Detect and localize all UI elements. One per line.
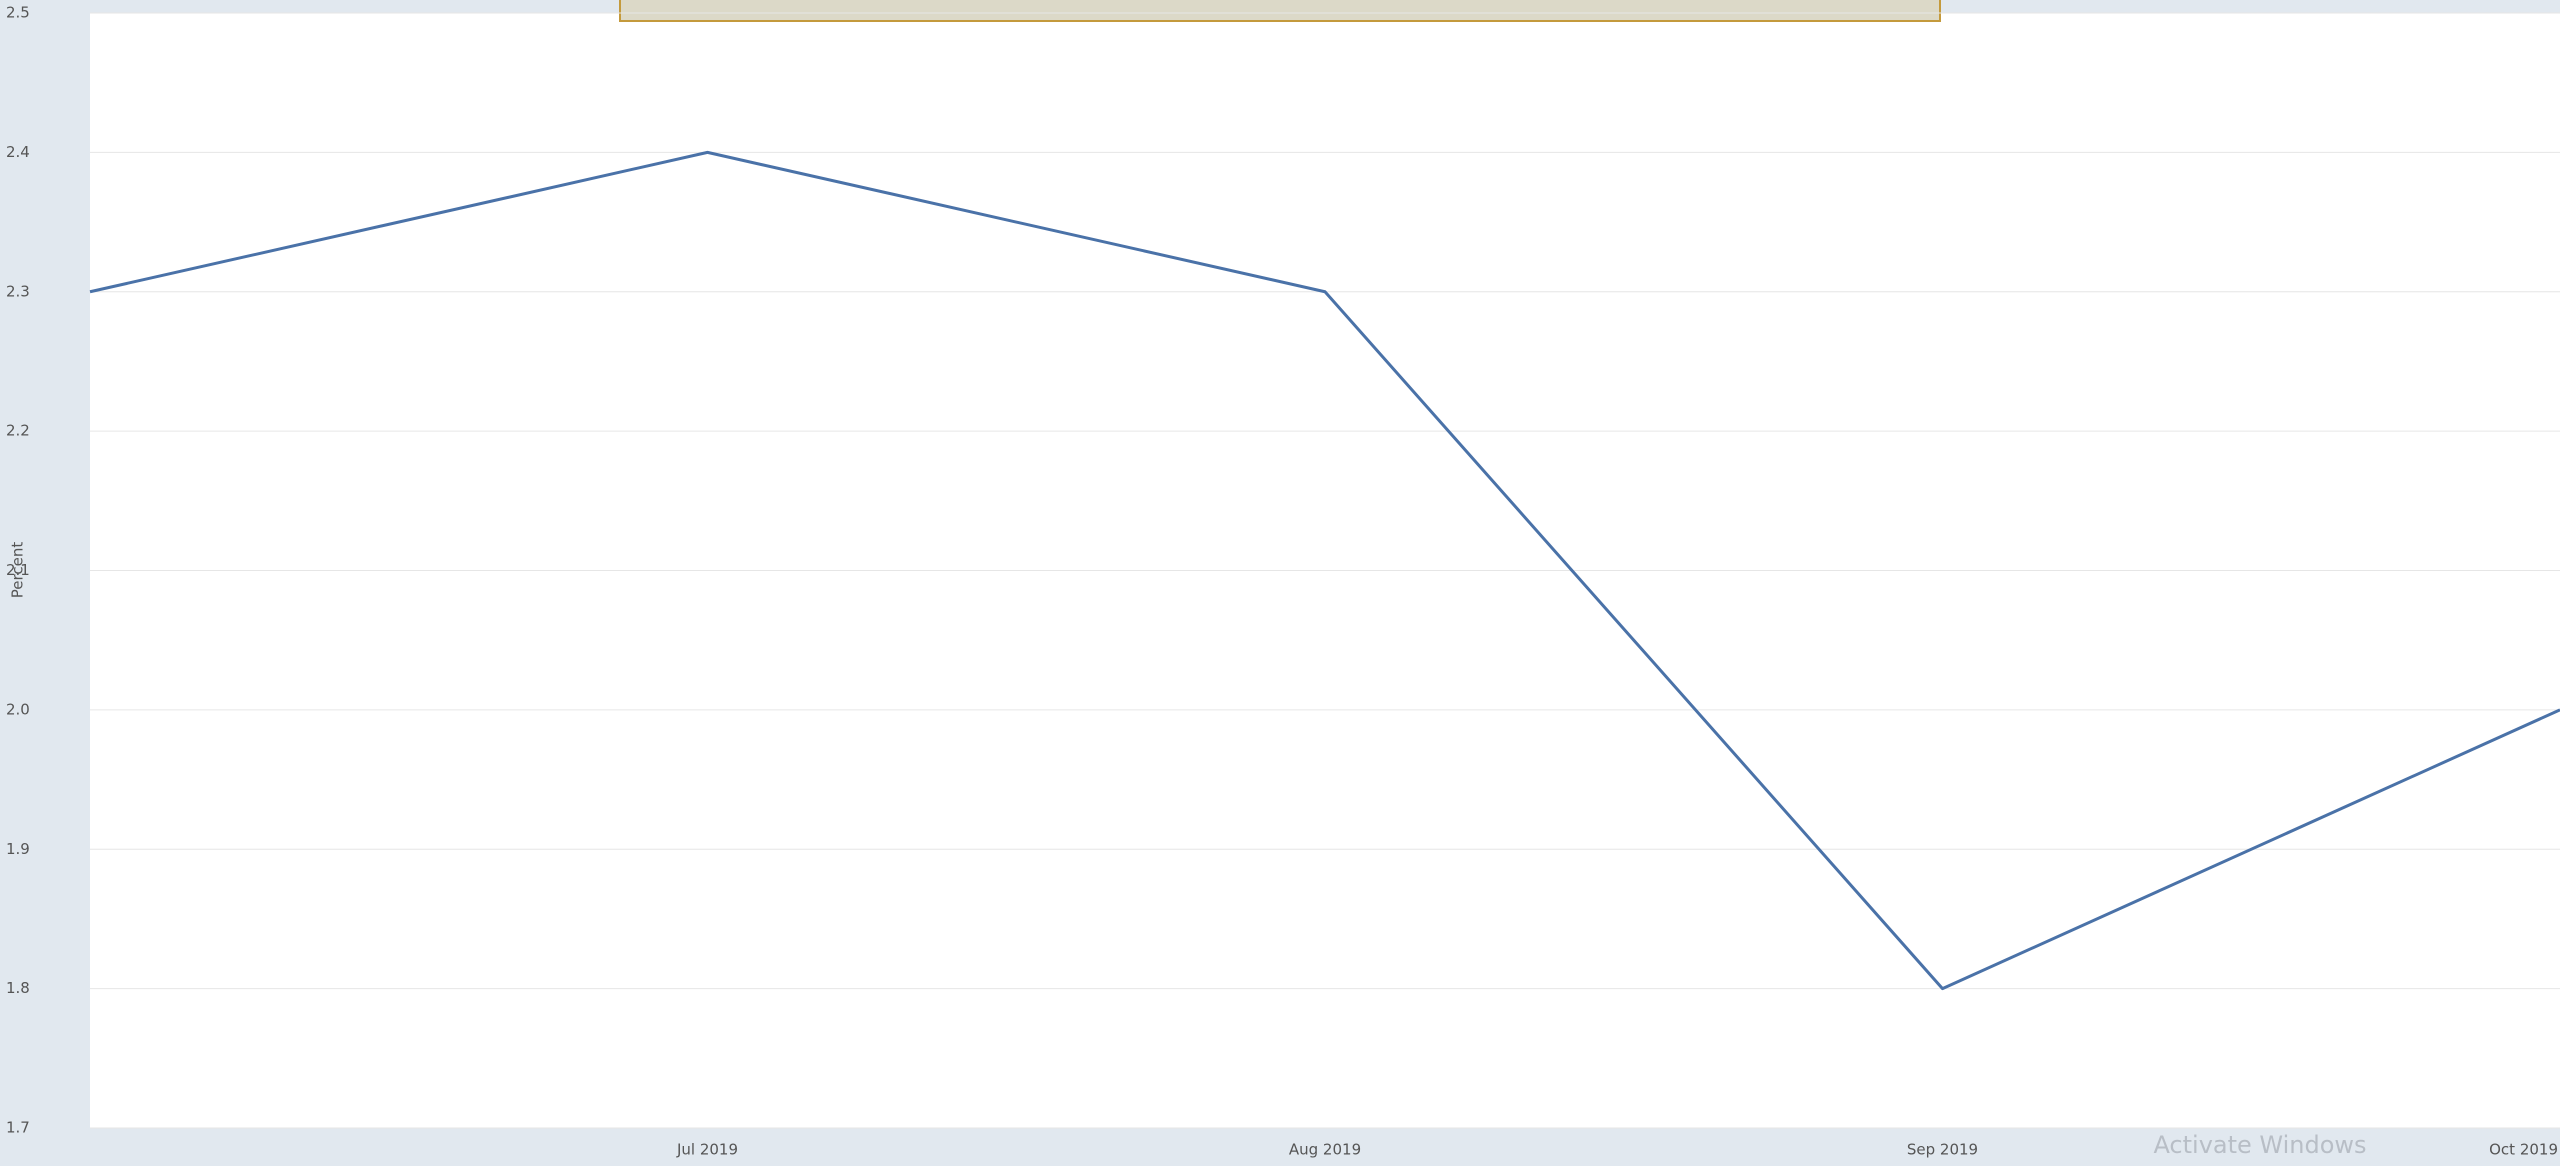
y-tick-label: 1.8	[6, 979, 30, 997]
x-tick-label: Sep 2019	[1907, 1141, 1978, 1159]
y-tick-label: 2.1	[6, 561, 30, 579]
y-tick-label: 1.9	[6, 840, 30, 858]
y-tick-label: 2.0	[6, 700, 30, 718]
y-tick-label: 2.5	[6, 4, 30, 22]
x-tick-label: Oct 2019	[2489, 1141, 2558, 1159]
watermark: Activate Windows	[2153, 1131, 2366, 1159]
y-axis-label: Percent	[9, 542, 27, 599]
y-tick-label: 2.3	[6, 282, 30, 300]
banner	[619, 0, 1941, 22]
x-tick-label: Aug 2019	[1289, 1141, 1361, 1159]
y-tick-label: 2.4	[6, 143, 30, 161]
y-tick-label: 2.2	[6, 422, 30, 440]
line	[89, 150, 2560, 991]
y-tick-label: 1.7	[6, 1119, 30, 1137]
x-tick-label: Jul 2019	[676, 1141, 738, 1159]
